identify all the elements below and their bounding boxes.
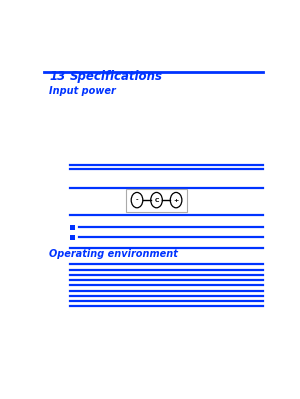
FancyBboxPatch shape [70, 225, 75, 230]
Text: Operating environment: Operating environment [49, 249, 178, 259]
FancyBboxPatch shape [126, 189, 188, 211]
FancyBboxPatch shape [70, 235, 75, 239]
Text: Specifications: Specifications [70, 70, 163, 83]
Circle shape [170, 192, 182, 208]
Text: Input power: Input power [49, 86, 116, 96]
Circle shape [131, 192, 143, 208]
Circle shape [151, 192, 162, 208]
Text: C: C [154, 198, 159, 203]
Text: 13: 13 [49, 70, 65, 83]
Text: +: + [173, 198, 179, 203]
Text: -: - [136, 198, 138, 203]
